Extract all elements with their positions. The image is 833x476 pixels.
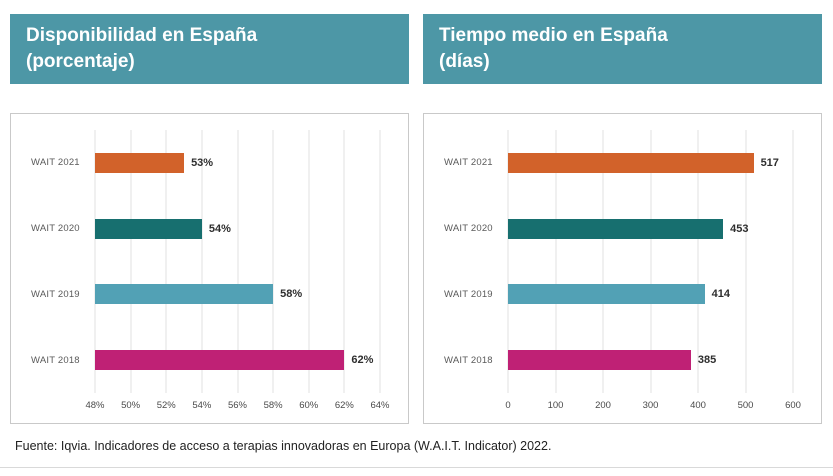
bar-track: 54% — [95, 196, 380, 262]
x-axis: 48% 50% 52% 54% 56% 58% 60% 62% 64% — [85, 393, 389, 423]
x-axis-row: 48% 50% 52% 54% 56% 58% 60% 62% 64% — [31, 393, 398, 423]
chart-row: WAIT 2019 58% — [31, 262, 398, 328]
chart-panels: Disponibilidad en España (porcentaje) WA… — [10, 14, 822, 424]
panel-title-line1: Disponibilidad en España — [26, 25, 258, 46]
x-tick-label: 56% — [227, 400, 248, 411]
bar-wait-2019 — [95, 284, 274, 305]
x-tick-label: 62% — [334, 400, 354, 411]
x-tick-label: 400 — [690, 400, 706, 411]
x-tick-label: 60% — [299, 400, 319, 411]
chart-row: WAIT 2021 517 — [444, 130, 811, 196]
chart-row: WAIT 2020 54% — [31, 196, 398, 262]
category-label: WAIT 2021 — [444, 157, 493, 169]
value-label: 58% — [280, 288, 303, 301]
source-note: Fuente: Iqvia. Indicadores de acceso a t… — [15, 439, 552, 453]
panel-header-availability: Disponibilidad en España (porcentaje) — [10, 14, 409, 84]
x-axis-row: 0 100 200 300 400 500 600 — [444, 393, 811, 423]
bar-wait-2019 — [508, 284, 705, 305]
chart-row: WAIT 2019 414 — [444, 262, 811, 328]
panel-header-average-time: Tiempo medio en España (días) — [423, 14, 822, 84]
bar-track: 453 — [508, 196, 793, 262]
value-label: 453 — [730, 222, 749, 235]
x-tick-label: 52% — [156, 400, 176, 411]
x-tick-label: 64% — [370, 400, 390, 411]
plot-area: WAIT 2021 517 WAIT 2020 453 WAIT 2019 414 WAIT… — [444, 124, 811, 423]
panel-average-time: Tiempo medio en España (días) WAIT 2021 5… — [423, 14, 822, 424]
plot-area: WAIT 2021 53% WAIT 2020 54% WAIT 2019 58% WAIT… — [31, 124, 398, 423]
panel-availability: Disponibilidad en España (porcentaje) WA… — [10, 14, 409, 424]
chart-average-time-spain: WAIT 2021 517 WAIT 2020 453 WAIT 2019 414 WAIT… — [423, 113, 822, 424]
value-label: 54% — [208, 222, 231, 235]
bar-track: 62% — [95, 327, 380, 393]
axis-spacer — [444, 393, 508, 423]
bar-track: 414 — [508, 262, 793, 328]
bottom-divider — [0, 467, 833, 468]
chart-row: WAIT 2020 453 — [444, 196, 811, 262]
x-axis: 0 100 200 300 400 500 600 — [505, 393, 801, 423]
category-label: WAIT 2018 — [444, 354, 493, 366]
bar-wait-2018 — [508, 350, 691, 371]
bar-wait-2021 — [508, 152, 754, 173]
value-label: 385 — [697, 354, 717, 367]
chart-row: WAIT 2018 62% — [31, 327, 398, 393]
x-tick-label: 48% — [85, 400, 105, 411]
bar-track: 385 — [508, 327, 793, 393]
bar-wait-2021 — [95, 152, 185, 173]
category-label: WAIT 2019 — [31, 288, 80, 300]
x-tick-label: 200 — [595, 400, 611, 411]
category-label: WAIT 2020 — [31, 223, 80, 235]
value-label: 414 — [711, 288, 730, 301]
bar-wait-2020 — [508, 218, 724, 239]
bar-rows: WAIT 2021 53% WAIT 2020 54% WAIT 2019 58% WAIT… — [31, 124, 398, 393]
panel-title-line2: (días) — [439, 51, 490, 72]
category-label: WAIT 2019 — [444, 288, 493, 300]
x-tick-label: 500 — [737, 400, 754, 411]
x-tick-label: 300 — [642, 400, 659, 411]
x-tick-label: 54% — [192, 400, 212, 411]
category-label: WAIT 2018 — [31, 354, 80, 366]
value-label: 517 — [760, 156, 779, 169]
category-label: WAIT 2020 — [444, 223, 493, 235]
x-tick-label: 58% — [263, 400, 283, 411]
chart-row: WAIT 2018 385 — [444, 327, 811, 393]
bar-wait-2018 — [95, 350, 345, 371]
chart-availability-spain: WAIT 2021 53% WAIT 2020 54% WAIT 2019 58% WAIT… — [10, 113, 409, 424]
bar-wait-2020 — [95, 218, 202, 239]
chart-row: WAIT 2021 53% — [31, 130, 398, 196]
category-label: WAIT 2021 — [31, 157, 80, 169]
bar-rows: WAIT 2021 517 WAIT 2020 453 WAIT 2019 414 WAIT… — [444, 124, 811, 393]
panel-title-line1: Tiempo medio en España — [439, 25, 668, 46]
x-tick-label: 100 — [547, 400, 564, 411]
value-label: 62% — [351, 354, 374, 367]
x-tick-label: 600 — [785, 400, 801, 411]
bar-track: 53% — [95, 130, 380, 196]
x-tick-label: 0 — [505, 400, 511, 411]
x-tick-label: 50% — [121, 400, 141, 411]
bar-track: 517 — [508, 130, 793, 196]
panel-title-line2: (porcentaje) — [26, 51, 135, 72]
bar-track: 58% — [95, 262, 380, 328]
value-label: 53% — [191, 156, 214, 169]
